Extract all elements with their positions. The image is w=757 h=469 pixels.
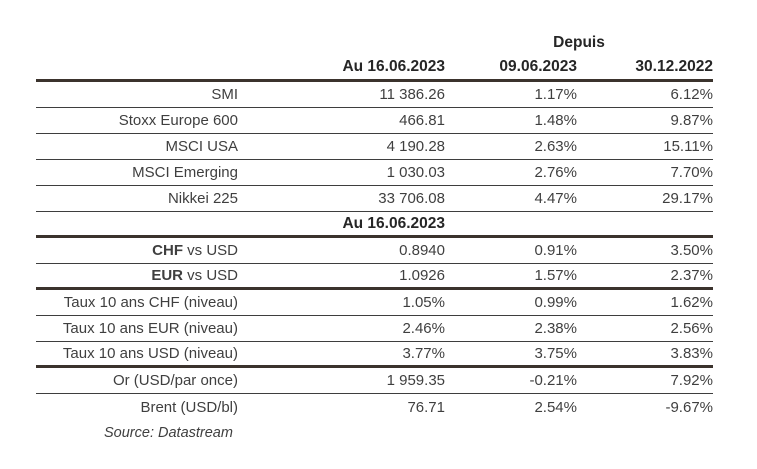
row-value: 2.46% xyxy=(402,320,445,337)
row-since-0906: 2.54% xyxy=(534,398,577,416)
row-since-3012: 7.92% xyxy=(670,372,713,389)
table-row: Nikkei 225 33 706.08 4.47% 29.17% xyxy=(36,186,713,212)
row-since-3012: 6.12% xyxy=(670,86,713,103)
row-value: 0.8940 xyxy=(399,242,445,259)
row-value: 4 190.28 xyxy=(386,138,445,155)
row-label: CHF vs USD xyxy=(152,242,238,259)
row-since-0906: 2.38% xyxy=(534,320,577,337)
row-value: 466.81 xyxy=(399,112,445,129)
row-since-3012: 15.11% xyxy=(663,138,713,155)
column-header-since-0906: 09.06.2023 xyxy=(499,58,577,75)
row-since-0906: 0.91% xyxy=(534,242,577,259)
row-label: Nikkei 225 xyxy=(167,190,238,207)
row-since-3012: 1.62% xyxy=(670,294,713,311)
section-header-row: Au 16.06.2023 xyxy=(36,212,713,238)
row-since-0906: 1.48% xyxy=(534,112,577,129)
row-value: 1.0926 xyxy=(399,267,445,284)
row-since-0906: 3.75% xyxy=(534,345,577,362)
row-label: Taux 10 ans USD (niveau) xyxy=(62,345,238,362)
row-value: 1 030.03 xyxy=(386,164,445,181)
table-row: MSCI Emerging 1 030.03 2.76% 7.70% xyxy=(36,160,713,186)
table-body: SMI 11 386.26 1.17% 6.12% Stoxx Europe 600 46… xyxy=(36,82,713,420)
row-since-3012: 7.70% xyxy=(670,164,713,181)
table-row: Or (USD/par once) 1 959.35 -0.21% 7.92% xyxy=(36,368,713,394)
table-row: MSCI USA 4 190.28 2.63% 15.11% xyxy=(36,134,713,160)
source-note: Source: Datastream xyxy=(104,425,233,441)
table-row: EUR vs USD 1.0926 1.57% 2.37% xyxy=(36,264,713,290)
depuis-header-row: Depuis xyxy=(36,30,713,55)
column-header-since-3012: 30.12.2022 xyxy=(635,58,713,75)
table-row: CHF vs USD 0.8940 0.91% 3.50% xyxy=(36,238,713,264)
column-header-value-date: Au 16.06.2023 xyxy=(342,58,445,75)
depuis-label: Depuis xyxy=(553,33,605,51)
row-label: Taux 10 ans EUR (niveau) xyxy=(62,320,238,337)
row-since-3012: 2.56% xyxy=(670,320,713,337)
row-since-0906: 2.76% xyxy=(534,164,577,181)
row-since-3012: -9.67% xyxy=(665,398,713,416)
row-label: EUR vs USD xyxy=(151,267,238,284)
table-row: Taux 10 ans USD (niveau) 3.77% 3.75% 3.83% xyxy=(36,342,713,368)
row-since-3012: 2.37% xyxy=(670,267,713,284)
row-since-3012: 3.50% xyxy=(670,242,713,259)
row-value: 11 386.26 xyxy=(379,86,445,103)
table-row: Taux 10 ans CHF (niveau) 1.05% 0.99% 1.62% xyxy=(36,290,713,316)
row-label: Taux 10 ans CHF (niveau) xyxy=(63,294,238,311)
row-label: MSCI USA xyxy=(165,138,238,155)
row-since-0906: 0.99% xyxy=(534,294,577,311)
row-label: Stoxx Europe 600 xyxy=(118,112,238,129)
row-label: MSCI Emerging xyxy=(132,164,238,181)
table-row: Brent (USD/bl) 76.71 2.54% -9.67% xyxy=(36,394,713,420)
table-row: Taux 10 ans EUR (niveau) 2.46% 2.38% 2.56% xyxy=(36,316,713,342)
row-value: 3.77% xyxy=(402,345,445,362)
row-since-3012: 29.17% xyxy=(662,190,713,207)
row-value: 76.71 xyxy=(407,398,445,416)
row-since-0906: 4.47% xyxy=(534,190,577,207)
row-since-0906: 1.17% xyxy=(534,86,577,103)
table-row: Stoxx Europe 600 466.81 1.48% 9.87% xyxy=(36,108,713,134)
column-header-row: Au 16.06.2023 09.06.2023 30.12.2022 xyxy=(36,55,713,82)
row-value: 1 959.35 xyxy=(386,372,445,389)
row-value: 33 706.08 xyxy=(378,190,445,207)
table-row: SMI 11 386.26 1.17% 6.12% xyxy=(36,82,713,108)
row-value: 1.05% xyxy=(402,294,445,311)
row-label: Or (USD/par once) xyxy=(112,372,238,389)
row-since-3012: 9.87% xyxy=(670,112,713,129)
row-label: SMI xyxy=(211,86,238,103)
section-header-label: Au 16.06.2023 xyxy=(342,214,445,232)
row-label: Brent (USD/bl) xyxy=(140,398,238,416)
row-since-0906: 2.63% xyxy=(534,138,577,155)
row-since-0906: -0.21% xyxy=(529,372,577,389)
row-since-0906: 1.57% xyxy=(534,267,577,284)
market-data-table: Depuis Au 16.06.2023 09.06.2023 30.12.20… xyxy=(36,30,713,441)
row-since-3012: 3.83% xyxy=(670,345,713,362)
